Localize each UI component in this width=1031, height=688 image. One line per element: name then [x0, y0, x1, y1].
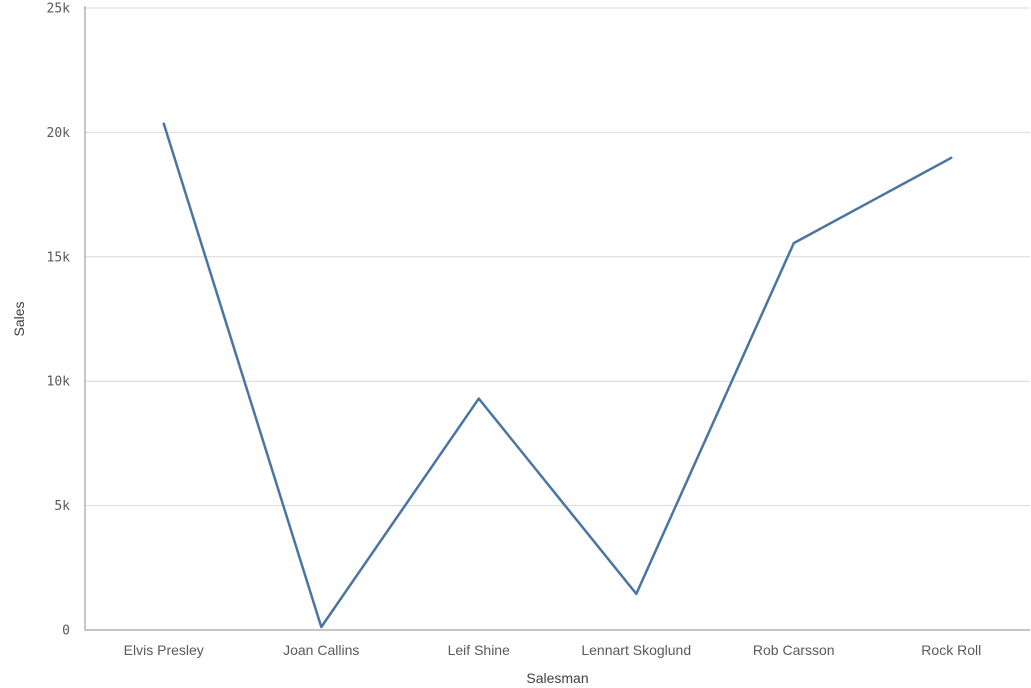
x-tick-label: Leif Shine: [448, 642, 510, 658]
data-point[interactable]: [159, 119, 169, 129]
series-group: [159, 119, 956, 632]
y-axis-ticks: 0 5k 10k 15k 20k 25k: [47, 2, 71, 639]
data-point[interactable]: [946, 153, 956, 163]
y-tick-label: 25k: [47, 2, 71, 17]
x-tick-label: Lennart Skoglund: [581, 642, 691, 658]
x-axis-title: Salesman: [526, 670, 588, 686]
x-tick-label: Rock Roll: [921, 642, 981, 658]
y-tick-label: 0: [62, 624, 70, 639]
y-tick-label: 20k: [47, 126, 71, 141]
y-axis-title: Sales: [11, 301, 27, 336]
data-point[interactable]: [474, 394, 484, 404]
x-axis-ticks: Elvis Presley Joan Callins Leif Shine Lenna…: [124, 642, 982, 658]
grid-lines: [85, 7, 1030, 507]
series-line[interactable]: [162, 122, 953, 629]
y-tick-label: 15k: [47, 250, 71, 265]
x-tick-label: Rob Carsson: [753, 642, 835, 658]
y-tick-label: 10k: [47, 375, 71, 390]
y-tick-label: 5k: [54, 499, 70, 514]
x-tick-label: Joan Callins: [283, 642, 359, 658]
x-tick-label: Elvis Presley: [124, 642, 204, 658]
data-point[interactable]: [631, 589, 641, 599]
data-point[interactable]: [316, 622, 326, 632]
data-point[interactable]: [789, 238, 799, 248]
